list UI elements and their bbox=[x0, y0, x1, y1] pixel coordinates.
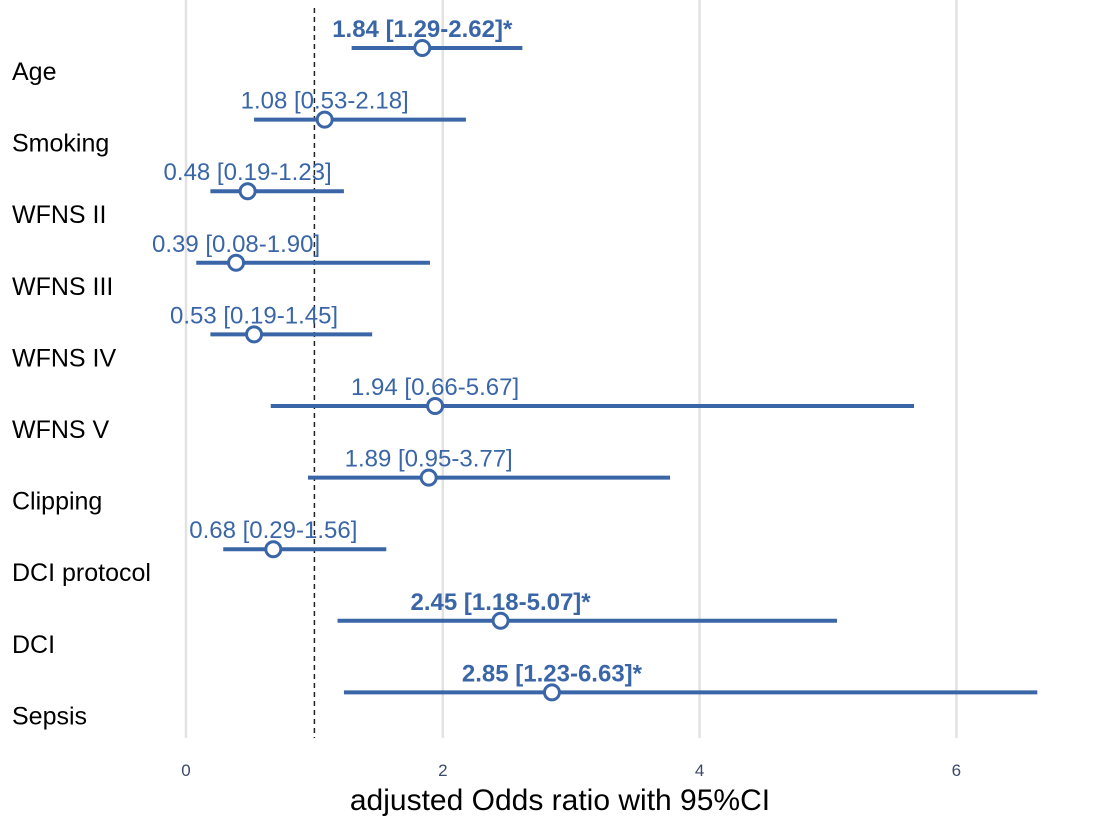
data-label: 1.84 [1.29-2.62]* bbox=[332, 16, 513, 43]
grid-lines bbox=[184, 0, 958, 738]
category-label: WFNS II bbox=[12, 201, 106, 229]
x-tick-label: 0 bbox=[181, 761, 190, 780]
category-label: Clipping bbox=[12, 488, 102, 516]
data-label: 2.45 [1.18-5.07]* bbox=[411, 589, 592, 616]
forest-row: Smoking 1.08 [0.53-2.18] bbox=[12, 88, 466, 158]
x-tick-label: 2 bbox=[438, 761, 447, 780]
data-label: 1.89 [0.95-3.77] bbox=[345, 446, 513, 473]
data-label: 2.85 [1.23-6.63]* bbox=[462, 660, 643, 687]
x-tick-label: 6 bbox=[952, 761, 961, 780]
forest-row: WFNS II 0.48 [0.19-1.23] bbox=[12, 159, 344, 229]
forest-row: WFNS V 1.94 [0.66-5.67] bbox=[12, 374, 915, 444]
or-point bbox=[426, 397, 445, 415]
or-point bbox=[419, 468, 438, 487]
data-label: 0.53 [0.19-1.45] bbox=[170, 302, 338, 329]
category-label: Smoking bbox=[12, 130, 109, 158]
or-point bbox=[238, 182, 257, 201]
data-label: 0.68 [0.29-1.56] bbox=[189, 517, 357, 544]
data-label: 0.39 [0.08-1.90] bbox=[152, 231, 320, 258]
forest-rows: Age 1.84 [1.29-2.62]* Smoking 1.08 [0.53-2.… bbox=[12, 16, 1038, 730]
data-label: 0.48 [0.19-1.23] bbox=[164, 159, 332, 186]
category-label: DCI protocol bbox=[12, 559, 151, 587]
or-point bbox=[245, 325, 264, 344]
forest-row: Clipping 1.89 [0.95-3.77] bbox=[12, 446, 671, 516]
forest-row: DCI protocol 0.68 [0.29-1.56] bbox=[12, 517, 387, 587]
forest-row: WFNS IV 0.53 [0.19-1.45] bbox=[12, 302, 373, 372]
or-point bbox=[264, 540, 283, 559]
forest-row: DCI 2.45 [1.18-5.07]* bbox=[12, 589, 837, 659]
category-label: DCI bbox=[12, 631, 55, 659]
category-label: Age bbox=[12, 58, 56, 86]
x-tick-label: 4 bbox=[695, 761, 704, 780]
or-point bbox=[315, 110, 334, 129]
x-axis-ticks: 0 2 4 6 bbox=[181, 761, 961, 780]
category-label: WFNS III bbox=[12, 273, 113, 301]
data-label: 1.08 [0.53-2.18] bbox=[241, 88, 409, 115]
category-label: Sepsis bbox=[12, 702, 87, 730]
or-point bbox=[413, 39, 432, 57]
category-label: WFNS V bbox=[12, 416, 110, 444]
forest-row: WFNS III 0.39 [0.08-1.90] bbox=[12, 231, 430, 301]
data-label: 1.94 [0.66-5.67] bbox=[351, 374, 519, 401]
or-point bbox=[227, 253, 246, 272]
forest-row: Age 1.84 [1.29-2.62]* bbox=[12, 16, 523, 86]
x-axis-label: adjusted Odds ratio with 95%CI bbox=[350, 784, 770, 817]
category-label: WFNS IV bbox=[12, 344, 116, 372]
or-point bbox=[542, 683, 561, 702]
or-point bbox=[491, 611, 510, 630]
forest-row: Sepsis 2.85 [1.23-6.63]* bbox=[12, 660, 1038, 730]
